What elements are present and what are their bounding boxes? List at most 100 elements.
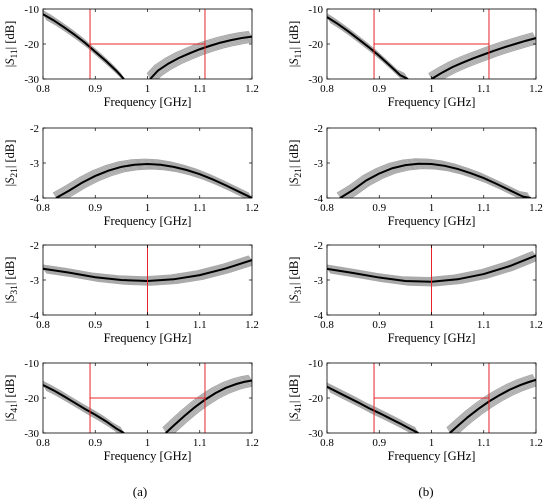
variation-curve <box>343 165 525 198</box>
y-tick-label: -10 <box>308 358 323 370</box>
x-tick-label: 0.9 <box>372 83 386 95</box>
y-tick-label: -3 <box>314 275 324 287</box>
x-tick-label: 0.9 <box>372 202 386 214</box>
variation-curve <box>43 255 250 278</box>
x-tick-label: 1.1 <box>477 319 491 331</box>
x-tick-label: 0.8 <box>36 83 50 95</box>
variation-curve <box>347 167 522 198</box>
variation-curve <box>168 382 252 433</box>
variation-curve <box>162 374 249 429</box>
variation-curve <box>148 34 251 78</box>
variation-curve <box>448 378 536 433</box>
variation-curve <box>54 161 251 197</box>
sparam-chart-b: 0.8 0.9 1 1.1 1.2 -2 -3 -4 Frequency [GHz] |S21| … <box>287 123 543 228</box>
nominal-curve <box>55 163 252 198</box>
variation-curve <box>448 377 535 432</box>
x-tick-label: 1 <box>429 202 435 214</box>
y-tick-label: -10 <box>24 4 39 16</box>
variation-curve <box>439 42 536 79</box>
y-tick-label: -4 <box>30 193 40 205</box>
variation-curve <box>162 375 250 430</box>
variation-curve <box>66 168 247 198</box>
sparam-chart-a: 0.8 0.9 1 1.1 1.2 -2 -3 -4 Frequency [GHz] |S21| … <box>3 123 259 228</box>
x-tick-label: 1.1 <box>477 202 491 214</box>
x-tick-label: 1.2 <box>245 202 259 214</box>
x-tick-label: 0.9 <box>88 83 102 95</box>
y-axis-label-symbol: S <box>287 177 301 184</box>
variation-curve <box>337 159 529 195</box>
y-tick-label: -30 <box>308 428 323 440</box>
variation-curve <box>44 261 252 284</box>
variation-curve <box>446 375 534 430</box>
plot-data <box>327 250 536 287</box>
x-tick-label: 1 <box>145 202 151 214</box>
variation-curve <box>437 41 536 79</box>
nominal-curve <box>43 13 125 79</box>
y-axis-label-unit: | [dB] <box>287 21 301 50</box>
sparam-chart-a: 0.8 0.9 1 1.1 1.2 -10 -20 -30 Frequency [GHz] |S1… <box>3 4 259 109</box>
x-tick-label: 1.1 <box>193 83 207 95</box>
x-axis-label: Frequency [GHz] <box>104 449 192 463</box>
variation-curve <box>327 383 417 430</box>
y-tick-label: -2 <box>30 240 39 252</box>
x-axis-label: Frequency [GHz] <box>388 449 476 463</box>
variation-curve <box>328 258 536 285</box>
variation-curve <box>329 390 414 433</box>
variation-curve <box>336 158 528 194</box>
y-tick-label: -2 <box>30 123 39 135</box>
y-axis-label-subscript: 11 <box>10 49 20 58</box>
y-axis-label-subscript: 21 <box>10 168 20 178</box>
variation-curve <box>155 40 252 79</box>
y-tick-label: -4 <box>30 310 40 322</box>
y-tick-label: -10 <box>24 358 39 370</box>
variation-curve <box>164 377 251 432</box>
sparam-chart-b: 0.8 0.9 1 1.1 1.2 -10 -20 -30 Frequency [GHz] |S1… <box>287 4 543 109</box>
x-axis-label: Frequency [GHz] <box>388 95 476 109</box>
variation-curve <box>164 378 252 433</box>
y-axis-label: |S41| [dB] <box>3 375 20 422</box>
y-axis-label: |S11| [dB] <box>287 21 304 67</box>
plot-data <box>327 374 536 433</box>
y-axis-label-unit: | [dB] <box>3 21 17 50</box>
x-tick-label: 1.2 <box>245 319 259 331</box>
y-axis-label-symbol: S <box>3 177 17 184</box>
variation-curve <box>64 167 248 198</box>
sparam-chart-b: 0.8 0.9 1 1.1 1.2 -2 -3 -4 Frequency [GHz] |S31| … <box>287 240 543 345</box>
variation-curve <box>337 160 529 196</box>
variation-curve <box>428 33 534 76</box>
variation-curve <box>327 383 417 431</box>
variation-curve <box>330 260 536 287</box>
y-tick-label: -30 <box>308 74 323 86</box>
x-tick-label: 1.2 <box>529 202 543 214</box>
x-axis-label: Frequency [GHz] <box>388 214 476 228</box>
plot-data <box>327 13 536 79</box>
variation-curve <box>452 381 536 433</box>
nominal-curve <box>430 37 536 79</box>
variation-curve <box>154 39 252 79</box>
plot-data <box>43 374 252 433</box>
variation-curve <box>429 35 535 78</box>
variation-curve <box>149 35 252 79</box>
variation-curve <box>450 380 536 433</box>
sparam-chart-a: 0.8 0.9 1 1.1 1.2 -10 -20 -30 Frequency [GHz] |S4… <box>3 358 259 463</box>
variation-curve <box>43 10 122 75</box>
y-axis-label-subscript: 31 <box>294 285 304 295</box>
x-tick-label: 0.9 <box>88 202 102 214</box>
nominal-curve <box>165 379 252 433</box>
x-tick-label: 0.8 <box>36 437 50 449</box>
x-tick-label: 0.9 <box>88 319 102 331</box>
y-tick-label: -2 <box>314 123 323 135</box>
y-axis-label-unit: | [dB] <box>3 375 17 404</box>
y-axis-label-pipe: | <box>287 301 301 304</box>
y-axis-label-symbol: S <box>3 58 17 65</box>
variation-curve <box>328 389 416 433</box>
variation-curve <box>345 166 523 198</box>
variation-curve <box>338 161 530 197</box>
variation-curve <box>45 263 252 285</box>
y-tick-label: -4 <box>314 310 324 322</box>
variation-curve <box>328 388 417 433</box>
y-axis-label: |S21| [dB] <box>3 140 20 187</box>
nominal-curve <box>43 384 125 433</box>
y-axis-label-subscript: 31 <box>10 285 20 295</box>
x-tick-label: 0.8 <box>320 83 334 95</box>
